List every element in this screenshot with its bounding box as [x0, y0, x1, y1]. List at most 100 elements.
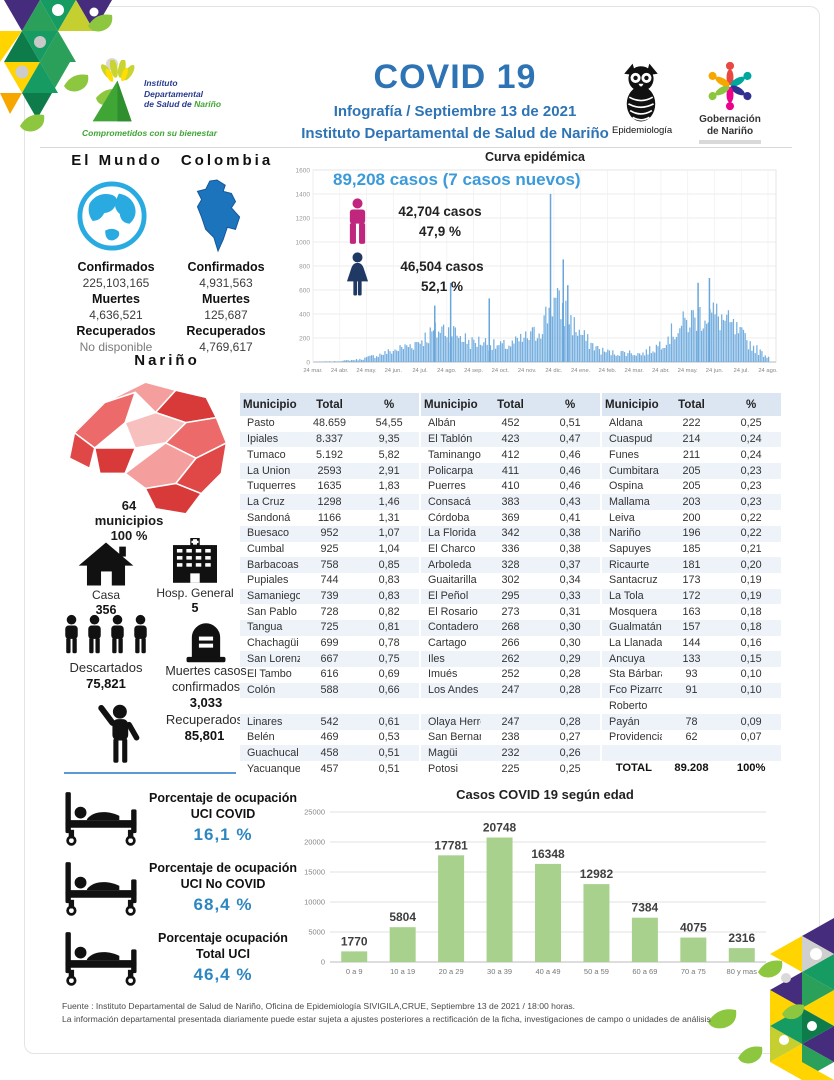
y-tick-label: 1200	[296, 215, 311, 222]
table-row: Gualmatán 157 0,18	[602, 619, 781, 636]
pct-cell: 0,31	[559, 605, 581, 618]
gobernacion-logo: Gobernación de Nariño	[688, 58, 772, 144]
descartados-value: 75,821	[86, 676, 126, 692]
world-stats: Confirmados 225,103,165 Muertes 4,636,52…	[58, 260, 174, 355]
total-cell: 91	[661, 682, 722, 699]
epidemiologia-logo: Epidemiología	[612, 62, 673, 136]
table-header: Municipio	[421, 393, 481, 416]
pct-cell: 0,61	[359, 714, 419, 730]
bar-value-label: 16348	[531, 847, 565, 861]
page-title: COVID 19	[373, 58, 537, 96]
table-row: Tuquerres 1635 1,83	[240, 479, 419, 495]
table-row: Cartago 266 0,30	[421, 636, 600, 652]
idsn-line3: de Salud de Nariño	[144, 99, 222, 110]
recuperados-block	[92, 702, 144, 766]
pct-cell: 0,33	[540, 588, 600, 605]
uci-no-covid-label-2: UCI No COVID	[180, 877, 266, 892]
hospital-icon	[173, 538, 217, 583]
pct-cell: 0,43	[540, 494, 600, 511]
table-row: Ancuya 133 0,15	[602, 651, 781, 667]
table-row: Leiva 200 0,22	[602, 510, 781, 526]
x-tick-label: 24 jul.	[733, 368, 749, 374]
pct-cell: 0,28	[540, 714, 600, 730]
total-cell: 410	[501, 480, 520, 493]
hospital-value: 5	[191, 601, 199, 615]
municipios-count-block: 64 municipios 100 %	[84, 498, 174, 543]
colombia-recuperados-value: 4,769,617	[199, 340, 253, 354]
x-tick-label: 80 y mas	[727, 967, 758, 976]
municipio-cell: Olaya Herrera	[421, 714, 481, 730]
total-cell: 211	[682, 448, 701, 461]
x-tick-label: 24 dic.	[545, 368, 562, 374]
municipio-cell: Cumbal	[247, 542, 285, 555]
pct-cell: 5,82	[378, 448, 400, 461]
colombia-muertes-value: 125,687	[204, 308, 248, 322]
municipio-cell: Mallama	[602, 494, 662, 511]
municipio-cell: TOTAL	[615, 762, 652, 775]
total-cell: 247	[480, 714, 541, 730]
table-header: %	[540, 393, 600, 416]
curva-overlay: 89,208 casos (7 casos nuevos) 42,704 cas…	[333, 170, 581, 302]
municipio-table-group-2: Municipio Total% Albán 452 0,51 El Tablón 423 0…	[421, 393, 600, 777]
total-cell: 205	[682, 480, 701, 493]
x-tick-label: 24 abr.	[331, 368, 349, 374]
left-column-divider	[64, 772, 236, 774]
total-cell: 173	[682, 574, 701, 587]
table-row: Mallama 203 0,23	[602, 494, 781, 511]
pct-cell: 0,10	[740, 668, 762, 681]
bar-value-label: 12982	[580, 867, 614, 881]
muertes-label: Muertes casos confirmados	[165, 664, 247, 694]
municipio-cell: Gualmatán	[602, 619, 662, 636]
table-row: San Bernardo 238 0,27	[421, 730, 600, 746]
pct-cell	[721, 745, 781, 762]
x-tick-label: 24 ago.	[758, 368, 778, 374]
pct-cell: 0,22	[740, 511, 762, 524]
total-cell: 728	[320, 605, 339, 618]
age-bar	[583, 884, 610, 962]
pct-cell: 0,41	[559, 511, 581, 524]
x-tick-label: 10 a 19	[390, 967, 415, 976]
x-tick-label: 24 jul.	[412, 368, 428, 374]
municipio-cell: Roberto	[609, 699, 648, 712]
municipio-cell: Ancuya	[602, 651, 662, 667]
descartados-label: Descartados	[69, 660, 143, 675]
total-cell: 328	[480, 557, 541, 573]
municipio-cell: El Tambo	[247, 668, 292, 681]
pct-cell: 9,35	[359, 431, 419, 448]
municipio-cell: San Lorenzo	[240, 651, 300, 667]
x-tick-label: 24 nov.	[518, 368, 537, 374]
table-row: El Peñol 295 0,33	[421, 588, 600, 605]
male-percent: 47,9 %	[418, 224, 462, 239]
municipio-cell: Chachagüi	[247, 637, 299, 650]
pct-cell: 0,28	[559, 668, 581, 681]
total-cell: 78	[661, 714, 722, 730]
pct-cell: 0,51	[359, 745, 419, 762]
gobernacion-line1: Gobernación	[699, 114, 761, 125]
y-tick-label: 800	[299, 263, 310, 270]
municipio-cell	[421, 698, 481, 714]
casa-value: 356	[95, 603, 117, 617]
table-row: San Pablo 728 0,82	[240, 604, 419, 620]
total-cell: 952	[299, 525, 360, 542]
total-cell: 667	[299, 651, 360, 667]
muertes-value: 3,033	[189, 695, 223, 711]
epidemiologia-label: Epidemiología	[612, 125, 673, 136]
municipio-cell: Taminango	[428, 448, 481, 461]
corner-mosaic-top-left-decoration	[0, 0, 120, 132]
globe-icon	[77, 181, 147, 251]
total-cell: 369	[501, 511, 520, 524]
colombia-muertes-label: Muertes	[202, 292, 250, 306]
municipio-cell: Tangua	[240, 619, 300, 636]
y-tick-label: 20000	[304, 838, 325, 847]
hospital-bed-icon	[65, 792, 137, 846]
world-confirmados-label: Confirmados	[77, 260, 155, 274]
municipios-count: 64	[121, 498, 137, 513]
table-row: Potosi 225 0,25	[421, 761, 600, 777]
municipio-cell: Albán	[428, 417, 456, 430]
bar-value-label: 5804	[389, 910, 416, 924]
municipio-cell: Barbacoas	[240, 557, 300, 573]
x-tick-label: 20 a 29	[439, 967, 464, 976]
pct-cell: 0,46	[540, 463, 600, 479]
municipio-cell: La Cruz	[240, 494, 300, 511]
municipio-cell: Buesaco	[240, 525, 300, 542]
